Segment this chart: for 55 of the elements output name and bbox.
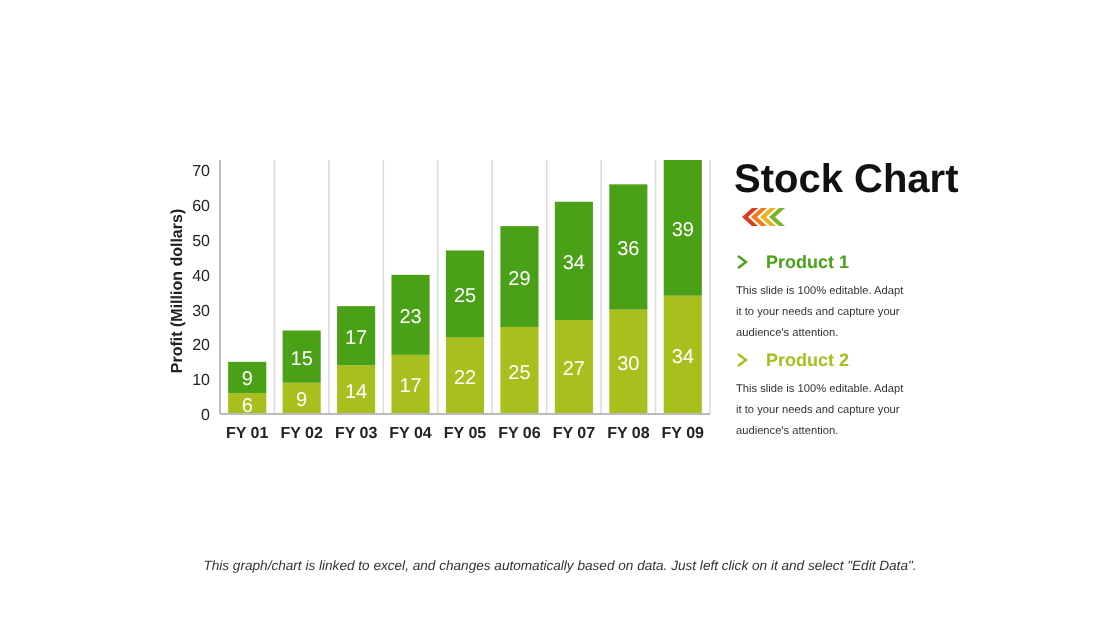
data-label: 9 — [241, 369, 254, 392]
y-tick-label: 70 — [192, 162, 212, 181]
y-tick-label: 30 — [192, 301, 212, 320]
bar — [554, 320, 593, 414]
bar — [663, 160, 702, 296]
y-tick-label: 20 — [192, 336, 212, 355]
y-tick-label: 0 — [201, 406, 212, 424]
data-label: 25 — [508, 362, 532, 385]
legend-label: Product 1 — [766, 252, 850, 272]
bar — [500, 327, 539, 414]
data-label: 25 — [453, 285, 477, 308]
data-label: 15 — [290, 348, 314, 371]
data-label: 30 — [617, 353, 641, 376]
data-label: 27 — [562, 359, 586, 382]
legend-label: Product 2 — [766, 350, 850, 370]
data-label: 22 — [453, 367, 477, 390]
data-label: 9 — [296, 390, 309, 413]
bar — [337, 365, 376, 414]
x-tick-label: FY 07 — [552, 424, 597, 442]
x-tick-label: FY 09 — [661, 424, 706, 442]
x-tick-label: FY 08 — [607, 424, 651, 442]
y-tick-label: 50 — [192, 232, 212, 251]
data-label: 29 — [508, 268, 532, 291]
y-axis-title: Profit (Million dollars) — [168, 208, 186, 374]
bar — [391, 274, 430, 355]
x-tick-label: FY 01 — [226, 424, 270, 442]
x-tick-label: FY 04 — [389, 424, 433, 442]
x-tick-label: FY 02 — [280, 424, 324, 442]
bar — [445, 337, 485, 414]
x-tick-label: FY 03 — [334, 424, 379, 442]
data-label: 36 — [617, 238, 641, 261]
bar — [391, 354, 430, 414]
bar — [609, 184, 648, 310]
y-tick-label: 10 — [192, 371, 212, 390]
bar — [554, 201, 593, 321]
data-label: 34 — [671, 346, 695, 369]
bar — [228, 361, 267, 394]
y-tick-label: 40 — [192, 266, 212, 285]
data-label: 39 — [671, 219, 695, 242]
data-label: 34 — [562, 252, 586, 275]
x-tick-label: FY 05 — [443, 424, 488, 442]
bar — [500, 226, 539, 328]
bar — [609, 309, 648, 414]
data-label: 23 — [399, 306, 423, 329]
data-label: 17 — [399, 376, 423, 399]
bar — [445, 250, 485, 338]
bar — [282, 330, 321, 383]
y-tick-label: 60 — [192, 197, 212, 216]
data-label: 6 — [241, 395, 254, 418]
data-label: 14 — [344, 381, 369, 404]
text: Stock Chart — [734, 158, 960, 202]
x-tick-label: FY 06 — [498, 424, 542, 442]
data-label: 17 — [344, 327, 369, 350]
bar — [337, 306, 376, 366]
bar — [663, 295, 702, 414]
